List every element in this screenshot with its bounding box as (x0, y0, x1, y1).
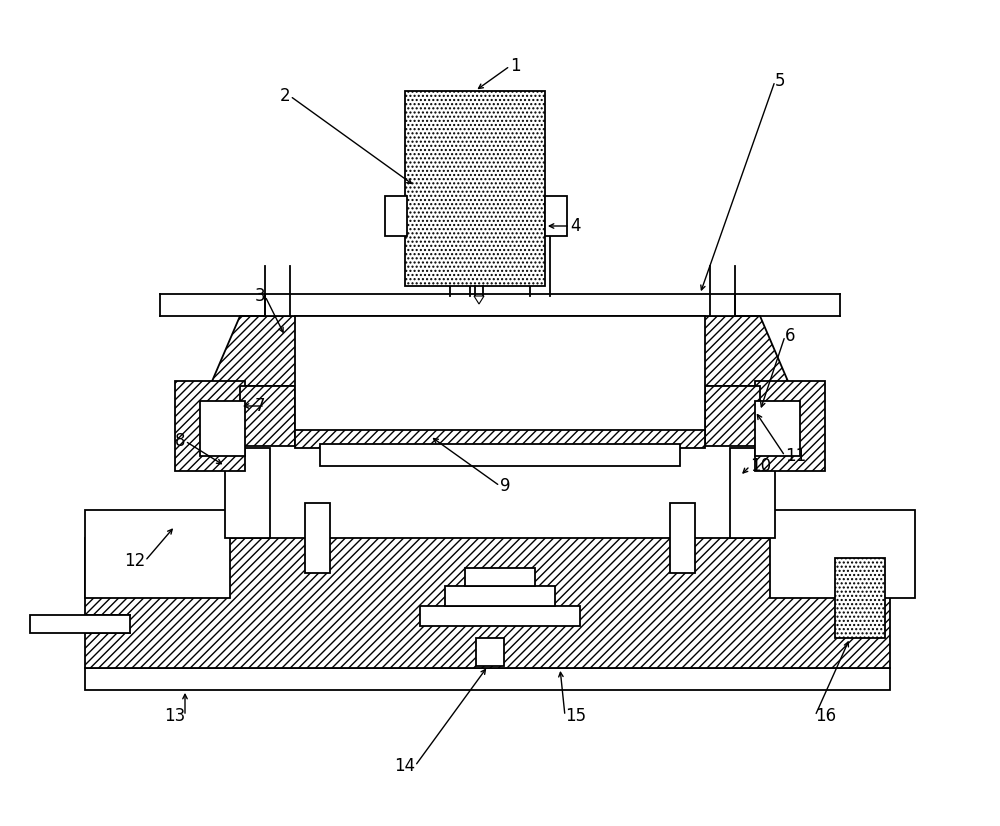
Bar (265, 294, 735, 316)
Bar (670, 503, 695, 573)
Polygon shape (705, 386, 760, 446)
Bar (420, 606, 580, 626)
Bar (85, 668, 890, 690)
Polygon shape (210, 316, 790, 386)
Bar (405, 91, 545, 286)
Text: 3: 3 (254, 287, 265, 305)
Text: 10: 10 (750, 457, 771, 475)
Bar (755, 401, 800, 456)
Bar (755, 381, 825, 471)
Text: 1: 1 (510, 57, 521, 75)
Bar (295, 316, 705, 446)
Bar (85, 510, 230, 598)
Text: 4: 4 (570, 217, 580, 235)
Bar (225, 448, 270, 538)
Bar (835, 558, 885, 638)
Text: 7: 7 (254, 397, 265, 415)
Bar (476, 638, 504, 666)
Text: 15: 15 (565, 707, 586, 725)
Bar (175, 381, 245, 471)
Bar (385, 196, 407, 236)
Text: 5: 5 (775, 72, 786, 90)
Polygon shape (474, 296, 484, 304)
Bar (85, 538, 890, 668)
Bar (200, 401, 245, 456)
Text: 11: 11 (785, 447, 806, 465)
Bar (445, 586, 555, 606)
Text: 2: 2 (279, 87, 290, 105)
Bar (295, 430, 705, 448)
Text: 8: 8 (175, 432, 185, 450)
Text: 9: 9 (500, 477, 511, 495)
Text: 13: 13 (164, 707, 185, 725)
Bar (770, 510, 915, 598)
Bar (545, 196, 567, 236)
Bar (320, 444, 680, 466)
Text: 12: 12 (124, 552, 145, 570)
Bar (305, 503, 330, 573)
Text: 14: 14 (394, 757, 415, 775)
Bar (730, 448, 775, 538)
Bar (30, 615, 130, 633)
Polygon shape (240, 386, 295, 446)
Text: 16: 16 (815, 707, 836, 725)
Text: 6: 6 (785, 327, 796, 345)
Bar (465, 568, 535, 586)
